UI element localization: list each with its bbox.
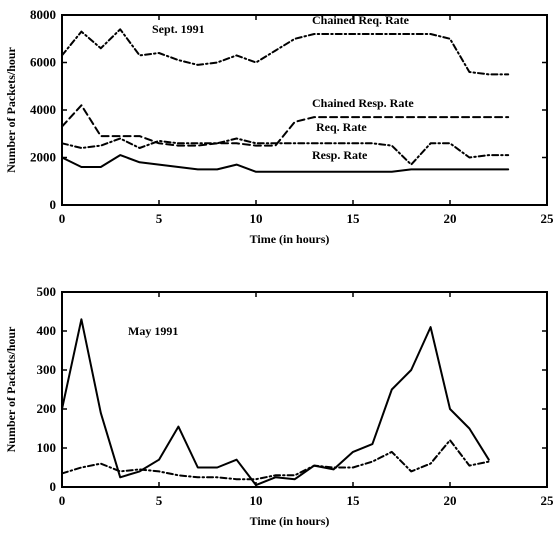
y-tick-label: 500 [37, 284, 57, 299]
series-label-3: Req. Rate [316, 120, 367, 134]
y-tick-label: 400 [37, 323, 57, 338]
series-label-2: Chained Resp. Rate [312, 96, 414, 110]
x-tick-label: 5 [156, 493, 163, 508]
y-tick-label: 4000 [30, 102, 56, 117]
x-tick-label: 20 [444, 211, 457, 226]
x-axis-label: Time (in hours) [250, 514, 330, 528]
x-tick-label: 0 [59, 211, 66, 226]
series-line-3 [61, 137, 510, 166]
series-line-2 [61, 439, 490, 481]
series-label-4: Resp. Rate [312, 148, 368, 162]
plot-frame [61, 14, 548, 206]
y-axis-label: Number of Packets/hour [4, 326, 18, 452]
y-tick-label: 8000 [30, 7, 56, 22]
y-tick-label: 300 [37, 362, 57, 377]
series-line-4 [61, 154, 510, 173]
y-tick-label: 200 [37, 401, 57, 416]
y-axis-label: Number of Packets/hour [4, 46, 18, 172]
x-tick-label: 5 [156, 211, 163, 226]
x-tick-label: 25 [541, 211, 555, 226]
y-tick-label: 0 [50, 479, 57, 494]
x-tick-label: 10 [250, 493, 263, 508]
x-tick-label: 0 [59, 493, 66, 508]
x-tick-label: 20 [444, 493, 457, 508]
x-axis-label: Time (in hours) [250, 232, 330, 246]
y-tick-label: 0 [50, 197, 57, 212]
y-tick-label: 2000 [30, 150, 56, 165]
chart-panel-1: 0 5 10 15 20 25 0 2000 4000 6000 8000 Time (in hour… [4, 7, 554, 246]
series-line-1 [61, 318, 490, 487]
plot-frame [61, 291, 548, 488]
series-line-1 [61, 28, 510, 76]
x-tick-label: 15 [347, 211, 361, 226]
x-tick-label: 10 [250, 211, 263, 226]
y-tick-label: 6000 [30, 55, 56, 70]
y-tick-label: 100 [37, 440, 57, 455]
series-line-2 [61, 104, 510, 147]
chart-panel-2: 0 5 10 15 20 25 0 100 200 300 400 500 Time (in hours… [4, 284, 554, 528]
chart-annotation: May 1991 [128, 324, 178, 338]
x-tick-label: 15 [347, 493, 361, 508]
x-tick-label: 25 [541, 493, 555, 508]
chart-annotation: Sept. 1991 [152, 22, 205, 36]
series-label-1: Chained Req. Rate [312, 13, 410, 27]
